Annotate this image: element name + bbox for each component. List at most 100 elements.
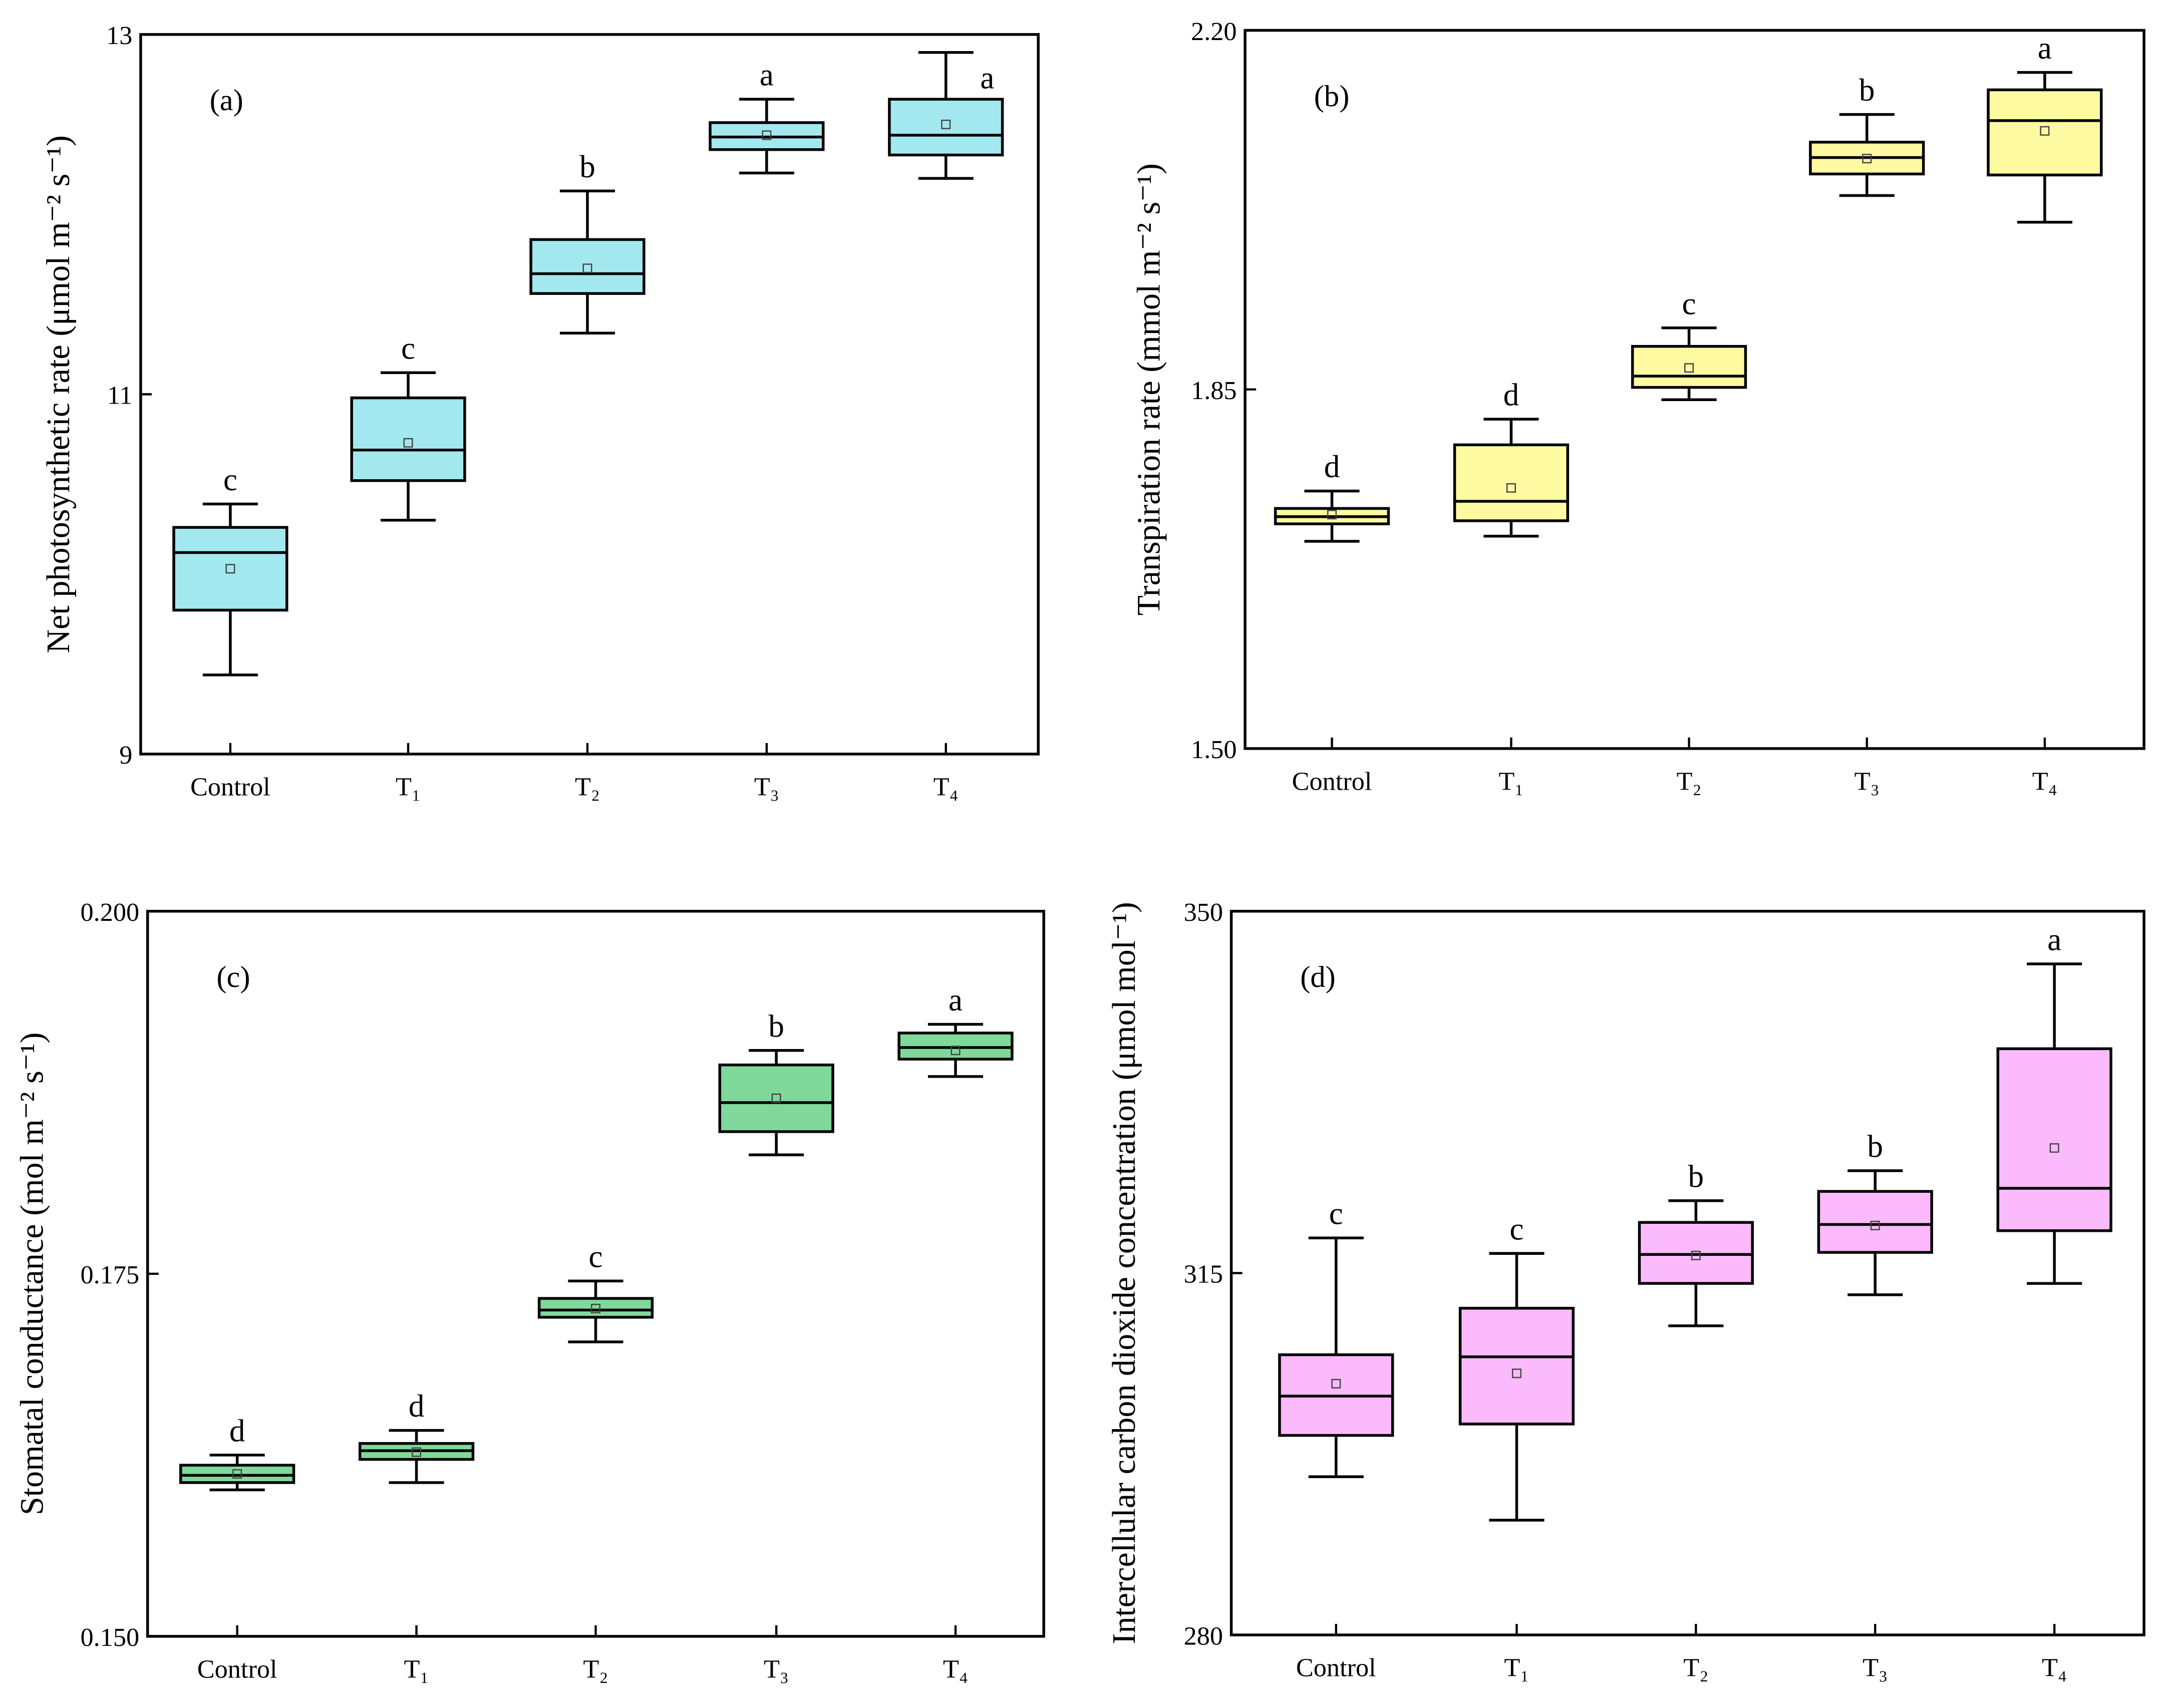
y-tick-label: 350: [1184, 898, 1223, 927]
x-tick-label: T₄: [2032, 767, 2057, 796]
mean-marker: [762, 130, 772, 140]
mean-marker: [412, 1447, 422, 1457]
x-tick-label: T₂: [1676, 767, 1701, 796]
box-1: c: [1458, 1212, 1575, 1522]
mean-marker: [2049, 1143, 2059, 1153]
y-tick-label: 1.85: [1191, 376, 1237, 405]
mean-marker: [1506, 483, 1516, 493]
x-tick-label: Control: [1296, 1653, 1376, 1682]
y-tick-label: 0.200: [81, 898, 140, 927]
iqr-box: [172, 526, 288, 612]
significance-letter: b: [1688, 1159, 1704, 1194]
significance-letter: c: [588, 1239, 602, 1274]
mean-marker: [2040, 126, 2050, 136]
x-tick-label: T₂: [1683, 1653, 1708, 1682]
y-tick-label: 2.20: [1191, 17, 1237, 46]
iqr-box: [529, 238, 646, 295]
iqr-box: [537, 1297, 654, 1319]
plot-frame: [139, 33, 1040, 756]
chart-panel-c: 0.150 0.175 0.200 Stomatal conductance (mol…: [14, 898, 1045, 1683]
chart-panel-b: 1.50 1.85 2.20 Transpiration rate (mmol m⁻²…: [1130, 17, 2145, 796]
significance-letter: c: [1509, 1212, 1523, 1247]
chart-panel-d: 280 315 350 Intercellular carbon dioxide co…: [1106, 898, 2145, 1682]
x-tick-label: Control: [1292, 767, 1372, 796]
box-3: b: [1817, 1129, 1933, 1296]
mean-marker: [941, 119, 951, 129]
x-tick-label: Control: [190, 772, 270, 801]
x-tick-label: Control: [197, 1654, 277, 1683]
box-4: a: [1996, 922, 2112, 1285]
box-3: b: [718, 1008, 834, 1157]
significance-letter: d: [1503, 378, 1519, 413]
x-tick-label: T₁: [1498, 767, 1523, 796]
y-tick-label: 0.175: [81, 1260, 140, 1289]
mean-marker: [582, 263, 592, 273]
mean-marker: [403, 438, 413, 448]
box-0: c: [1278, 1196, 1394, 1478]
y-tick-label: 1.50: [1191, 735, 1237, 764]
box-0: d: [1274, 449, 1390, 543]
x-tick-label: T₃: [754, 772, 779, 801]
iqr-box: [179, 1464, 295, 1484]
y-tick-label: 11: [107, 381, 132, 410]
mean-marker: [1331, 1379, 1341, 1389]
y-axis-label: Stomatal conductance (mol m⁻² s⁻¹): [14, 1033, 50, 1515]
panel-label: (d): [1300, 960, 1336, 994]
x-tick-label: T₃: [1863, 1653, 1888, 1682]
significance-letter: a: [2047, 922, 2061, 957]
y-axis-label: Net photosynthetic rate (μmol m⁻² s⁻¹): [40, 135, 77, 653]
x-tick-label: T₄: [934, 772, 959, 801]
x-tick-label: T₁: [404, 1654, 429, 1683]
significance-letter: d: [1324, 449, 1340, 484]
panel-label: (b): [1314, 80, 1350, 113]
iqr-box: [1987, 88, 2103, 177]
box-3: b: [1809, 73, 1925, 197]
box-2: b: [529, 149, 646, 334]
panel-label: (a): [210, 84, 243, 117]
iqr-box: [1996, 1047, 2112, 1232]
y-tick-label: 0.150: [81, 1623, 140, 1652]
significance-letter: c: [223, 462, 237, 497]
iqr-box: [888, 98, 1004, 157]
box-2: c: [1631, 286, 1747, 401]
iqr-box: [718, 1063, 834, 1133]
y-axis-label: Transpiration rate (mmol m⁻² s⁻¹): [1130, 163, 1167, 615]
box-1: d: [1453, 378, 1570, 538]
mean-marker: [951, 1046, 961, 1056]
mean-marker: [1870, 1220, 1880, 1230]
mean-marker: [771, 1093, 781, 1103]
x-tick-label: T₄: [2042, 1653, 2067, 1682]
mean-marker: [1691, 1250, 1701, 1260]
significance-letter: a: [760, 58, 774, 93]
iqr-box: [1638, 1221, 1754, 1285]
box-4: a: [888, 51, 1004, 180]
box-0: d: [179, 1413, 295, 1492]
significance-letter: a: [980, 60, 994, 95]
significance-letter: c: [1329, 1196, 1343, 1231]
x-tick-label: T₃: [764, 1654, 789, 1683]
iqr-box: [1458, 1306, 1575, 1426]
y-tick-label: 280: [1184, 1621, 1223, 1650]
x-tick-label: T₁: [396, 772, 421, 801]
panel-label: (c): [216, 960, 250, 994]
iqr-box: [1453, 443, 1570, 522]
box-0: c: [172, 462, 288, 676]
iqr-box: [1631, 345, 1747, 389]
mean-marker: [1327, 510, 1337, 520]
box-3: a: [709, 58, 825, 175]
significance-letter: a: [2038, 31, 2052, 66]
box-1: c: [350, 331, 466, 522]
box-4: a: [897, 982, 1014, 1078]
significance-letter: d: [229, 1413, 245, 1448]
significance-letter: a: [949, 982, 963, 1017]
mean-marker: [232, 1469, 242, 1479]
mean-marker: [590, 1303, 600, 1313]
significance-letter: c: [401, 331, 415, 366]
x-tick-label: T₁: [1504, 1653, 1529, 1682]
significance-letter: d: [409, 1389, 425, 1424]
significance-letter: b: [768, 1008, 784, 1044]
box-2: b: [1638, 1159, 1754, 1327]
box-4: a: [1987, 31, 2103, 224]
significance-letter: b: [1859, 73, 1875, 108]
